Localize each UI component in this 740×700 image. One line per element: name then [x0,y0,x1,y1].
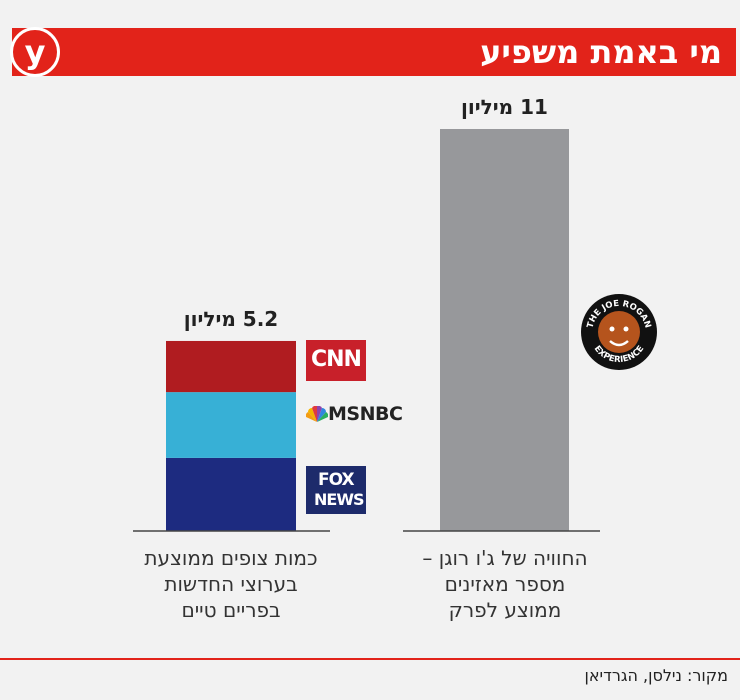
ynet-logo: y [10,27,60,77]
peacock-icon [306,406,328,422]
title-banner: מי באמת משפיע [12,28,736,76]
value-label-rogan: 11 מיליון [461,95,548,119]
footer-divider [0,658,740,660]
category-label-news-line-1: כמות צופים ממוצעת [144,546,318,570]
cnn-logo-text: CNN [311,347,362,372]
fox-news-logo: FOX NEWS [306,466,366,514]
category-label-rogan-line-1: החוויה של ג'ו רוגן – [422,546,588,570]
bar-segment-msnbc [166,392,296,458]
bar-segment-fox-news [166,457,296,531]
category-label-news: כמות צופים ממוצעת בערוצי החדשות בפריים ט… [106,545,356,623]
joe-rogan-logo: THE JOE ROGAN EXPERIENCE [581,294,657,370]
category-label-rogan-line-2: מספר מאזינים [444,572,566,596]
msnbc-logo-text: MSNBC [328,403,403,425]
msnbc-logo: MSNBC [304,400,414,428]
bar-rogan [440,129,569,531]
category-label-rogan: החוויה של ג'ו רוגן – מספר מאזינים ממוצע … [380,545,630,623]
fox-logo-line-1: FOX [318,470,355,490]
category-label-news-line-2: בערוצי החדשות [164,572,298,596]
value-label-news: 5.2 מיליון [183,306,279,331]
ynet-logo-letter: y [24,33,46,71]
source-note: מקור: נילסן, הגרדיאן [584,666,728,685]
chart-title: מי באמת משפיע [480,33,722,71]
category-label-rogan-line-3: ממוצע לפרק [448,598,562,622]
category-label-news-line-3: בפריים טיים [181,598,281,622]
fox-logo-line-2: NEWS [314,490,364,509]
bar-segment-cnn [166,340,296,393]
cnn-logo: CNN [306,340,366,381]
